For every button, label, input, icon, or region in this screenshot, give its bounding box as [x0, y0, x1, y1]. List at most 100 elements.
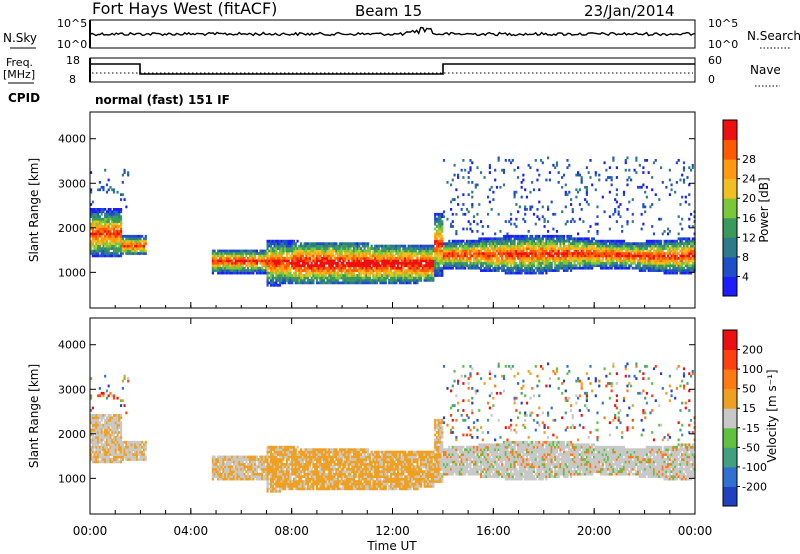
power-cell: [691, 266, 694, 270]
power-cell: [663, 244, 666, 248]
power-cell: [321, 276, 324, 280]
power-cell: [457, 195, 460, 199]
power-cell: [524, 247, 527, 250]
power-cell: [631, 220, 634, 223]
power-cell: [338, 269, 341, 272]
power-cell: [232, 254, 236, 258]
power-cell: [280, 252, 283, 255]
power-cell: [435, 234, 439, 238]
velocity-cell: [102, 426, 105, 429]
power-cell: [400, 261, 403, 265]
velocity-cell: [91, 406, 94, 410]
power-cell: [478, 203, 481, 206]
power-cell: [644, 261, 647, 265]
power-cell: [578, 266, 581, 270]
power-cell: [379, 266, 382, 270]
power-cell: [538, 173, 541, 177]
power-cell: [98, 222, 101, 226]
power-cell: [254, 257, 257, 260]
power-cell: [547, 259, 550, 263]
power-cell: [638, 242, 641, 246]
power-cell: [557, 181, 560, 184]
power-cell: [128, 249, 131, 253]
power-cell: [504, 271, 507, 275]
power-cell: [270, 257, 273, 260]
power-cell: [425, 269, 428, 272]
power-cell: [453, 242, 456, 246]
power-cell: [330, 249, 333, 253]
power-cell: [351, 242, 354, 246]
power-cell: [351, 276, 354, 280]
power-cell: [462, 247, 465, 250]
power-cell: [501, 257, 504, 260]
power-cell: [314, 261, 317, 265]
power-cell: [661, 266, 664, 270]
power-cell: [548, 171, 551, 174]
power-cell: [451, 254, 454, 258]
power-cell: [238, 266, 241, 270]
power-cell: [506, 234, 509, 238]
velocity-cell: [120, 423, 123, 427]
power-cell: [582, 254, 585, 258]
power-cell: [656, 264, 659, 268]
power-cell: [691, 261, 694, 265]
power-cell: [677, 242, 680, 246]
power-cell: [562, 244, 566, 248]
power-cell: [499, 259, 502, 263]
power-cell: [471, 261, 474, 265]
power-cell: [527, 247, 530, 250]
power-cell: [552, 237, 555, 241]
power-cell: [688, 254, 691, 258]
power-cell: [573, 264, 576, 268]
power-cell: [421, 274, 424, 277]
power-cell: [442, 244, 446, 248]
power-cell: [427, 247, 430, 250]
power-cell: [120, 254, 123, 258]
power-cell: [441, 225, 444, 228]
velocity-cell: [105, 448, 109, 452]
power-cell: [559, 252, 562, 255]
velocity-cell: [102, 416, 105, 420]
power-cell: [93, 220, 96, 223]
power-cell: [215, 254, 218, 258]
power-cell: [308, 274, 311, 277]
power-cell: [510, 271, 513, 275]
power-cell: [547, 252, 550, 255]
power-cell: [628, 257, 631, 260]
power-cell: [633, 266, 636, 270]
power-cell: [123, 247, 126, 250]
power-cell: [344, 247, 347, 250]
power-cell: [631, 242, 634, 246]
power-cell: [487, 225, 490, 228]
power-cell: [658, 269, 661, 272]
power-cell: [360, 247, 363, 250]
power-cell: [439, 222, 442, 226]
power-cell: [462, 212, 465, 216]
power-cell: [552, 212, 555, 216]
power-cell: [435, 249, 439, 253]
power-cell: [652, 249, 656, 253]
power-cell: [347, 281, 350, 285]
power-cell: [301, 257, 304, 260]
power-cell: [250, 249, 253, 253]
power-cell: [480, 249, 483, 253]
power-cell: [570, 220, 573, 223]
power-cell: [280, 242, 283, 246]
power-cell: [349, 264, 352, 268]
power-cell: [594, 249, 597, 253]
power-cell: [460, 247, 463, 250]
power-cell: [617, 252, 620, 255]
power-cell: [292, 242, 296, 246]
power-cell: [296, 279, 299, 282]
power-cell: [541, 205, 544, 209]
power-cell: [550, 257, 553, 260]
power-cell: [518, 249, 521, 253]
power-cell: [656, 254, 659, 258]
power-cell: [481, 242, 484, 246]
power-cell: [254, 266, 257, 270]
power-cell: [342, 257, 345, 260]
power-cell: [118, 244, 121, 248]
velocity-cell: [102, 455, 105, 459]
power-cell: [543, 247, 546, 250]
power-cell: [691, 259, 694, 263]
